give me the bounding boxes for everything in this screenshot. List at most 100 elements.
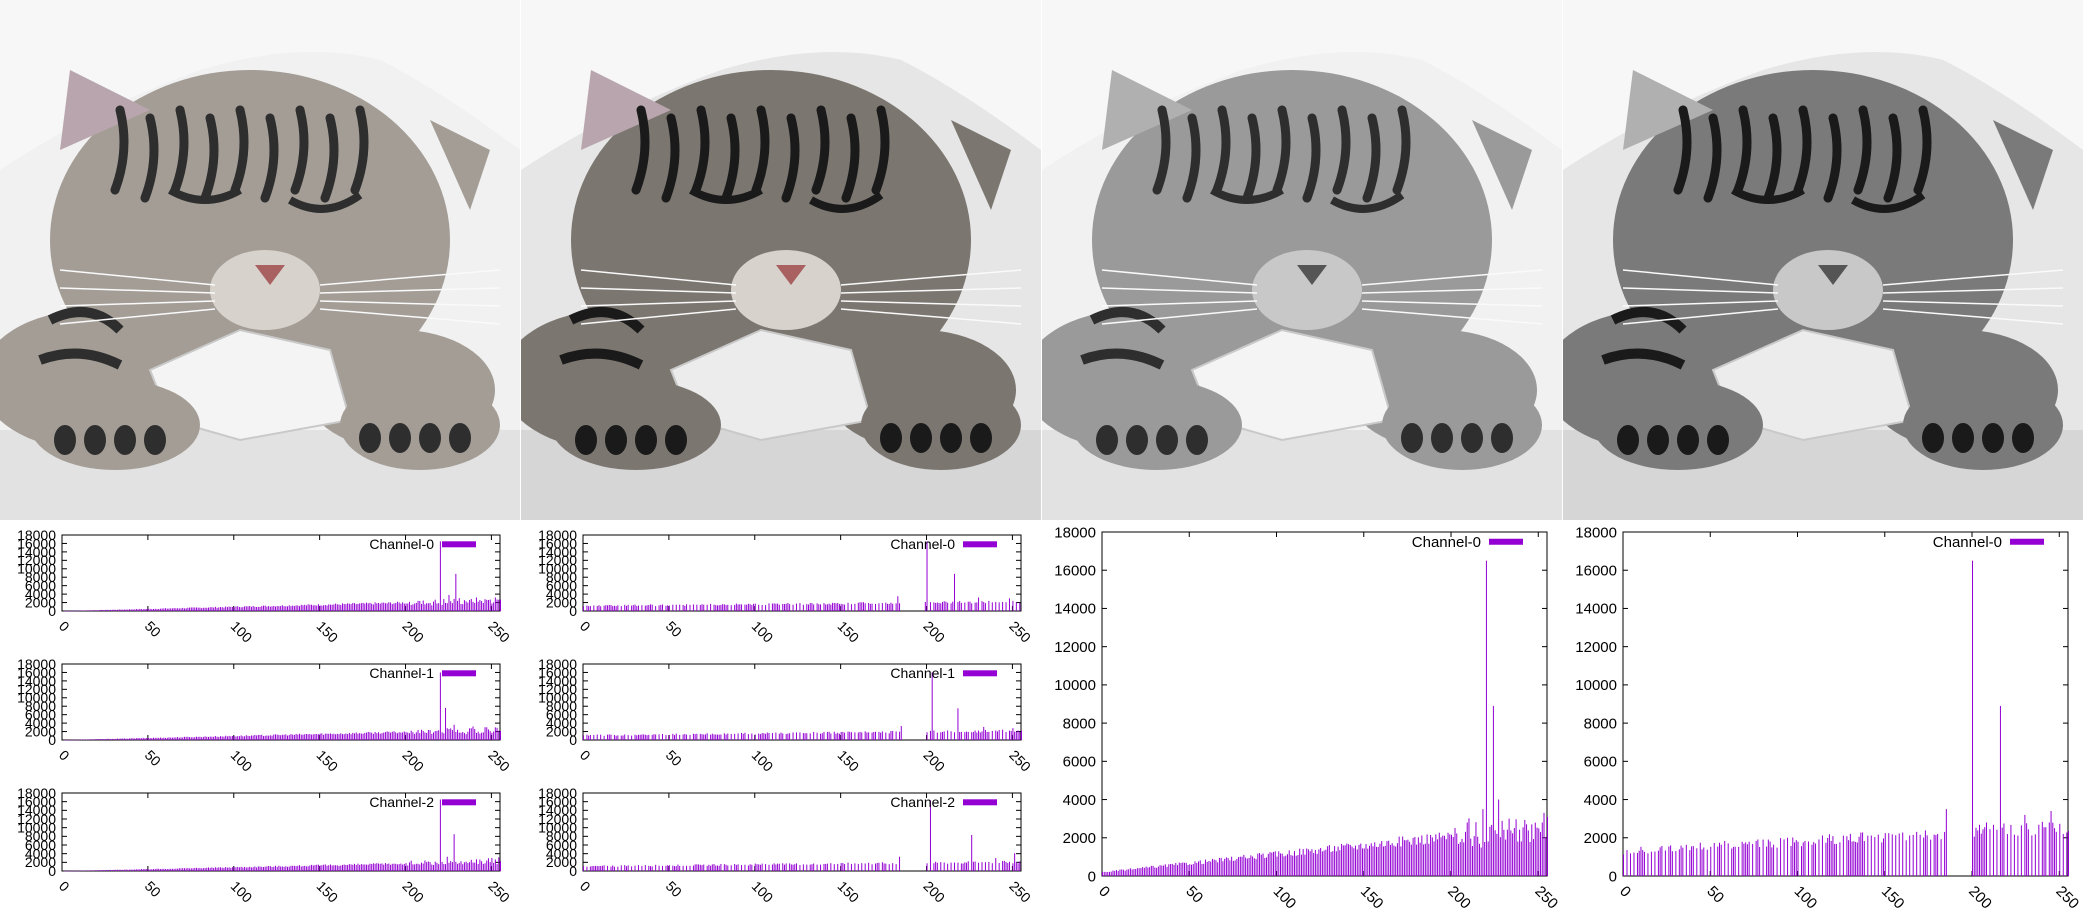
histogram-bar	[854, 732, 856, 740]
histogram-bar	[274, 734, 276, 740]
histogram-bar	[1944, 831, 1946, 876]
histogram-bar	[816, 732, 818, 740]
histogram-bar	[202, 607, 204, 611]
histogram-bar	[211, 736, 213, 740]
histogram-bar	[340, 605, 342, 611]
histogram-bar	[311, 604, 313, 611]
histogram-bar	[2017, 835, 2019, 876]
histogram-bar	[443, 733, 445, 740]
histogram-bar	[180, 737, 182, 740]
histogram-bar	[950, 603, 952, 611]
y-tick-label: 2000	[546, 723, 577, 739]
histogram-bar	[1468, 818, 1470, 876]
histogram-bar	[292, 605, 294, 611]
histogram-bar	[458, 863, 460, 871]
histogram-bar	[331, 865, 333, 871]
y-tick-label: 14000	[17, 802, 56, 818]
histogram-bar	[470, 599, 472, 611]
histogram-bar	[223, 607, 225, 611]
histogram-bar	[410, 860, 412, 871]
histogram-bar	[290, 865, 292, 871]
histogram-bar	[89, 610, 91, 611]
histogram-bar	[63, 610, 65, 612]
histogram-bar	[648, 605, 650, 611]
histogram-bar	[1801, 846, 1802, 876]
histogram-bar	[171, 608, 173, 611]
histogram-bar	[194, 867, 196, 871]
histogram-bar	[110, 739, 112, 740]
histogram-bar	[127, 738, 129, 740]
histogram-bar	[287, 606, 289, 611]
histogram-bar	[427, 603, 429, 611]
histogram-bar	[1891, 834, 1893, 876]
histogram-bar	[1225, 857, 1227, 876]
histogram-bar	[293, 734, 295, 740]
histogram-bar	[281, 866, 283, 871]
x-tick-label: 150	[1357, 883, 1387, 911]
histogram-bar	[371, 732, 373, 740]
histogram-bar	[668, 605, 670, 611]
histogram-bar	[850, 863, 852, 871]
histogram-bar	[487, 729, 489, 740]
histogram-bar	[384, 603, 386, 611]
histogram-bar	[472, 862, 474, 871]
histogram-bar	[727, 604, 729, 611]
histogram-bar	[1156, 867, 1158, 876]
histogram-bar	[1452, 837, 1454, 876]
histogram-bar	[1541, 822, 1543, 876]
histogram-bar	[1393, 845, 1395, 876]
histogram-bar	[1143, 867, 1145, 876]
histogram-bar	[364, 864, 366, 871]
histogram-bar	[780, 732, 782, 740]
histogram-bar	[1362, 848, 1364, 876]
histogram-bar	[362, 864, 364, 871]
histogram-bar	[359, 733, 361, 740]
histogram-bar	[1858, 836, 1860, 876]
histogram-bar	[892, 603, 894, 611]
histogram-bar	[156, 737, 158, 740]
histogram-bar	[281, 605, 283, 611]
histogram-bar	[84, 739, 86, 740]
histogram-bar	[187, 867, 189, 871]
kitten-photo-equalized	[521, 0, 1041, 520]
histogram-bar	[443, 599, 445, 611]
histogram-bar	[190, 868, 192, 871]
histogram-bar	[257, 606, 259, 611]
histogram-bar	[971, 732, 973, 740]
histogram-bar	[1304, 854, 1306, 876]
histogram-bar	[369, 602, 371, 611]
histogram-bar	[686, 865, 688, 871]
histogram-bar	[252, 735, 254, 740]
histogram-bar	[65, 870, 67, 872]
histogram-bar	[216, 736, 218, 740]
y-tick-label: 6000	[1063, 754, 1096, 771]
histogram-bar	[1346, 843, 1348, 876]
histogram-bar	[323, 734, 325, 740]
histogram-bar	[333, 733, 335, 740]
histogram-bar	[1157, 866, 1159, 876]
histogram-bar	[701, 604, 703, 611]
histogram-bar	[625, 605, 627, 611]
histogram-bar	[285, 866, 287, 871]
histogram-bar	[662, 604, 664, 611]
histogram-bar	[1191, 864, 1192, 876]
histogram-bar	[199, 607, 201, 611]
histogram-bar	[419, 864, 421, 871]
y-tick-label: 10000	[17, 690, 56, 706]
histogram-bar	[1201, 864, 1203, 876]
histogram-bar	[1276, 856, 1278, 876]
histogram-bar	[1456, 833, 1458, 876]
histogram-bar	[355, 865, 357, 871]
histogram-bar	[850, 732, 852, 740]
histogram-bar	[610, 866, 612, 871]
histogram-bar	[624, 865, 626, 871]
histogram-bar	[648, 865, 650, 871]
histogram-bar	[335, 734, 337, 740]
histogram-bar	[402, 732, 404, 740]
histogram-bar	[340, 865, 342, 871]
x-tick-label: 0	[56, 878, 73, 895]
histogram-bar	[1447, 832, 1449, 876]
histogram-bar	[2041, 821, 2043, 876]
histogram-bar	[1466, 822, 1468, 876]
histogram-bar	[314, 734, 316, 740]
